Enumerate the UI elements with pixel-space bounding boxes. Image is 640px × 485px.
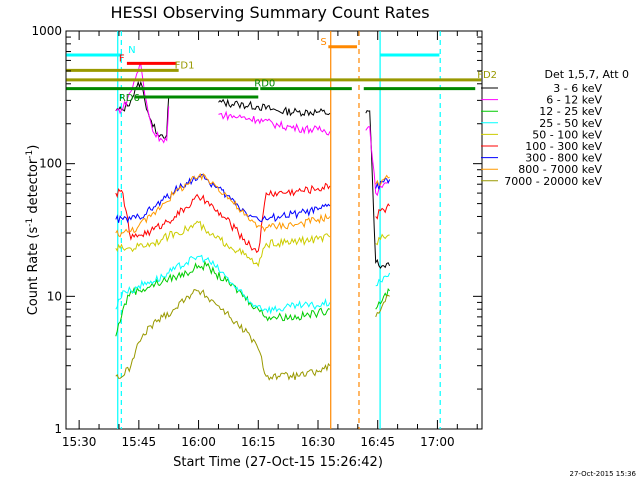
series-line-12-25-kev xyxy=(375,287,390,310)
x-tick-label: 16:15 xyxy=(241,435,276,449)
x-tick-label: 16:00 xyxy=(181,435,216,449)
x-tick-label: 15:30 xyxy=(62,435,97,449)
plot-frame xyxy=(65,30,483,430)
series-line-25-50-kev xyxy=(375,272,391,287)
y-tick-label: 100 xyxy=(39,157,62,171)
series-line-12-25-kev xyxy=(115,260,331,337)
flag-label: FD1 xyxy=(175,60,195,71)
y-axis-label-sup2: -1 xyxy=(25,150,35,159)
y-axis-label-sup1: -1 xyxy=(25,218,35,227)
x-tick-label: 15:45 xyxy=(122,435,157,449)
y-tick-label: 10 xyxy=(47,289,62,303)
y-axis-label-mid: detector xyxy=(26,158,41,218)
x-tick-label: 16:30 xyxy=(301,435,336,449)
series-line-100-300-kev xyxy=(115,182,331,254)
series-line-50-100-kev xyxy=(115,220,331,268)
legend-entry-label: 25 - 50 keV xyxy=(539,117,602,130)
legend-entry-label: 100 - 300 keV xyxy=(525,140,602,153)
legend-entry-label: 7000 - 20000 keV xyxy=(504,175,602,188)
flag-label: FD2 xyxy=(477,70,497,81)
flag-label: RD0 xyxy=(254,79,275,90)
flag-bars: N S F FD1 FD2 RD0 RD6 xyxy=(66,37,497,104)
legend-entry-label: 12 - 25 keV xyxy=(539,105,602,118)
series-line-6-12-kev xyxy=(218,110,331,136)
y-axis-label: Count Rate (s-1 detector-1) xyxy=(25,145,41,316)
y-tick-label: 1 xyxy=(54,422,62,436)
timestamp-stamp: 27-Oct-2015 15:36 xyxy=(570,470,637,478)
y-tick-label: 1000 xyxy=(31,24,62,38)
flag-label: RD6 xyxy=(119,93,140,104)
y-axis-label-end: ) xyxy=(26,145,41,150)
x-axis-label: Start Time (27-Oct-15 15:26:42) xyxy=(173,455,383,470)
x-axis: 15:30 15:45 16:00 16:15 16:30 16:45 17:00 xyxy=(62,31,478,449)
series-line-800-7000-kev xyxy=(375,174,390,186)
series-line-100-300-kev xyxy=(375,203,391,220)
legend-entry-label: 3 - 6 keV xyxy=(553,82,602,95)
series-line-6-12-kev xyxy=(365,126,391,197)
y-axis: 1 10 100 1000 xyxy=(31,24,482,436)
flag-label: N xyxy=(128,45,135,56)
series-line-25-50-kev xyxy=(115,254,331,315)
chart-title: HESSI Observing Summary Count Rates xyxy=(110,3,429,22)
flag-label: F xyxy=(119,53,125,64)
series-lines xyxy=(115,63,391,381)
series-line-300-800-kev xyxy=(375,177,391,190)
y-axis-label-main: Count Rate (s xyxy=(26,227,41,316)
vertical-markers xyxy=(117,31,441,429)
x-tick-label: 17:00 xyxy=(420,435,455,449)
series-line-3-6-kev xyxy=(115,80,170,139)
series-line-3-6-kev xyxy=(365,109,391,269)
x-tick-label: 16:45 xyxy=(360,435,395,449)
legend-entry-label: 50 - 100 keV xyxy=(532,128,602,141)
series-line-300-800-kev xyxy=(115,173,331,224)
series-line-3-6-kev xyxy=(218,98,331,117)
legend-entry-label: 6 - 12 keV xyxy=(546,94,602,107)
series-line-7000-20000-kev xyxy=(375,294,390,318)
series-line-50-100-kev xyxy=(375,233,390,246)
legend-entry-label: 800 - 7000 keV xyxy=(518,163,602,176)
series-line-7000-20000-kev xyxy=(115,289,331,381)
flag-label: S xyxy=(320,37,326,48)
legend-title: Det 1,5,7, Att 0 xyxy=(545,68,629,81)
series-line-800-7000-kev xyxy=(115,172,331,238)
series-line-6-12-kev xyxy=(115,63,170,144)
legend-entry-label: 300 - 800 keV xyxy=(525,152,602,165)
